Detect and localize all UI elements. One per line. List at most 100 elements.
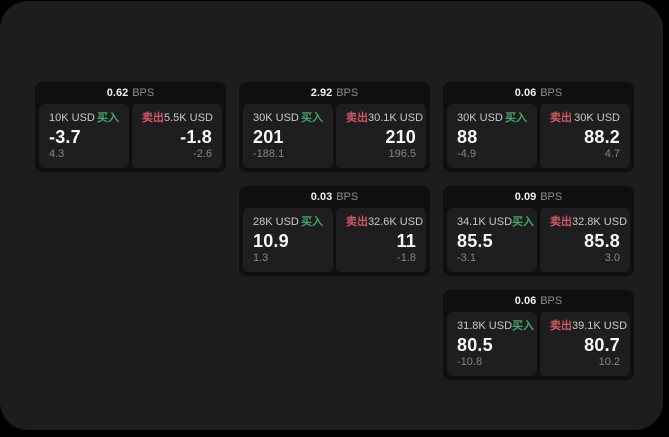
bps-value: 0.06 (514, 295, 537, 307)
quote-card: 0.03 BPS 28K USD 买入 10.9 1.3 卖出 (239, 186, 430, 276)
card-body: 30K USD 买入 201 -188.1 卖出 30.1K USD 210 1… (243, 104, 426, 168)
bps-unit-label: BPS (540, 295, 563, 307)
card-body: 30K USD 买入 88 -4.9 卖出 30K USD 88.2 4.7 (447, 104, 630, 168)
buy-delta: -188.1 (253, 148, 285, 160)
buy-amount-label: 10K USD (49, 112, 95, 124)
sell-price: 80.7 (584, 334, 620, 355)
sell-price: 210 (385, 126, 416, 147)
sell-side-label: 卖出 (346, 216, 368, 228)
sell-panel[interactable]: 卖出 30.1K USD 210 196.5 (336, 104, 426, 168)
buy-panel[interactable]: 30K USD 买入 201 -188.1 (243, 104, 333, 168)
buy-amount-label: 30K USD (253, 112, 299, 124)
buy-panel-top: 30K USD 买入 (457, 112, 527, 125)
card-body: 10K USD 买入 -3.7 4.3 卖出 5.5K USD -1.8 -2.… (39, 104, 222, 168)
buy-price: -3.7 (49, 126, 81, 147)
sell-panel[interactable]: 卖出 32.6K USD 11 -1.8 (336, 208, 426, 272)
sell-panel[interactable]: 卖出 39.1K USD 80.7 10.2 (540, 312, 630, 376)
sell-amount-label: 32.8K USD (572, 216, 628, 228)
buy-panel[interactable]: 28K USD 买入 10.9 1.3 (243, 208, 333, 272)
sell-amount-label: 32.6K USD (368, 216, 424, 228)
sell-amount-label: 39.1K USD (572, 320, 628, 332)
buy-price: 88 (457, 126, 478, 147)
sell-delta: 3.0 (604, 252, 620, 264)
quote-card: 0.06 BPS 31.8K USD 买入 80.5 -10.8 卖出 (443, 290, 634, 380)
sell-panel-top: 卖出 30K USD (550, 112, 620, 125)
buy-side-label: 买入 (512, 320, 535, 332)
buy-side-label: 买入 (301, 112, 323, 124)
bps-value: 0.06 (514, 87, 537, 99)
sell-side-label: 卖出 (550, 112, 572, 124)
bps-value: 0.09 (514, 191, 537, 203)
card-body: 28K USD 买入 10.9 1.3 卖出 32.6K USD 11 -1.8 (243, 208, 426, 272)
quote-card: 0.62 BPS 10K USD 买入 -3.7 4.3 卖出 (35, 82, 226, 172)
bps-unit-label: BPS (540, 191, 563, 203)
quote-card: 0.06 BPS 30K USD 买入 88 -4.9 卖出 (443, 82, 634, 172)
buy-side-label: 买入 (97, 112, 119, 124)
card-header: 0.62 BPS (39, 82, 222, 104)
buy-price: 10.9 (253, 230, 289, 251)
card-body: 31.8K USD 买入 80.5 -10.8 卖出 39.1K USD 80.… (447, 312, 630, 376)
card-body: 34.1K USD 买入 85.5 -3.1 卖出 32.8K USD 85.8… (447, 208, 630, 272)
sell-amount-label: 5.5K USD (164, 112, 213, 124)
sell-panel-top: 卖出 30.1K USD (346, 112, 423, 125)
sell-panel[interactable]: 卖出 30K USD 88.2 4.7 (540, 104, 630, 168)
sell-side-label: 卖出 (550, 320, 572, 332)
buy-side-label: 买入 (512, 216, 535, 228)
bps-unit-label: BPS (540, 87, 563, 99)
buy-amount-label: 34.1K USD (457, 216, 513, 228)
buy-panel-top: 34.1K USD 买入 (457, 216, 534, 229)
sell-panel[interactable]: 卖出 32.8K USD 85.8 3.0 (540, 208, 630, 272)
sell-delta: 4.7 (604, 148, 620, 160)
sell-panel-top: 卖出 32.8K USD (550, 216, 627, 229)
buy-delta: -10.8 (457, 356, 483, 368)
sell-panel[interactable]: 卖出 5.5K USD -1.8 -2.6 (132, 104, 222, 168)
buy-panel[interactable]: 30K USD 买入 88 -4.9 (447, 104, 537, 168)
buy-panel[interactable]: 34.1K USD 买入 85.5 -3.1 (447, 208, 537, 272)
sell-side-label: 卖出 (142, 112, 164, 124)
sell-panel-top: 卖出 5.5K USD (142, 112, 213, 125)
sell-delta: -2.6 (193, 148, 212, 160)
bps-value: 0.62 (106, 87, 129, 99)
card-header: 0.06 BPS (447, 290, 630, 312)
buy-panel-top: 10K USD 买入 (49, 112, 119, 125)
sell-price: 11 (396, 230, 416, 251)
buy-delta: 4.3 (49, 148, 65, 160)
sell-price: 85.8 (584, 230, 620, 251)
buy-panel-top: 28K USD 买入 (253, 216, 323, 229)
buy-panel[interactable]: 10K USD 买入 -3.7 4.3 (39, 104, 129, 168)
bps-value: 0.03 (310, 191, 333, 203)
quote-card: 0.09 BPS 34.1K USD 买入 85.5 -3.1 卖出 (443, 186, 634, 276)
sell-amount-label: 30.1K USD (368, 112, 424, 124)
buy-side-label: 买入 (505, 112, 527, 124)
buy-delta: 1.3 (253, 252, 269, 264)
sell-panel-top: 卖出 32.6K USD (346, 216, 423, 229)
card-header: 0.03 BPS (243, 186, 426, 208)
buy-amount-label: 28K USD (253, 216, 299, 228)
buy-price: 201 (253, 126, 284, 147)
sell-side-label: 卖出 (550, 216, 572, 228)
buy-delta: -4.9 (457, 148, 476, 160)
bps-unit-label: BPS (336, 87, 359, 99)
card-header: 0.09 BPS (447, 186, 630, 208)
buy-panel-top: 30K USD 买入 (253, 112, 323, 125)
buy-panel[interactable]: 31.8K USD 买入 80.5 -10.8 (447, 312, 537, 376)
buy-delta: -3.1 (457, 252, 476, 264)
sell-price: -1.8 (180, 126, 212, 147)
main-panel: 0.62 BPS 10K USD 买入 -3.7 4.3 卖出 (0, 1, 663, 430)
buy-price: 80.5 (457, 334, 493, 355)
buy-side-label: 买入 (301, 216, 323, 228)
card-header: 0.06 BPS (447, 82, 630, 104)
buy-panel-top: 31.8K USD 买入 (457, 320, 534, 333)
sell-amount-label: 30K USD (574, 112, 620, 124)
buy-price: 85.5 (457, 230, 493, 251)
bps-unit-label: BPS (336, 191, 359, 203)
buy-amount-label: 31.8K USD (457, 320, 513, 332)
bps-unit-label: BPS (132, 87, 155, 99)
card-header: 2.92 BPS (243, 82, 426, 104)
sell-delta: -1.8 (397, 252, 416, 264)
sell-price: 88.2 (584, 126, 620, 147)
sell-side-label: 卖出 (346, 112, 368, 124)
buy-amount-label: 30K USD (457, 112, 503, 124)
quote-card: 2.92 BPS 30K USD 买入 201 -188.1 卖出 (239, 82, 430, 172)
